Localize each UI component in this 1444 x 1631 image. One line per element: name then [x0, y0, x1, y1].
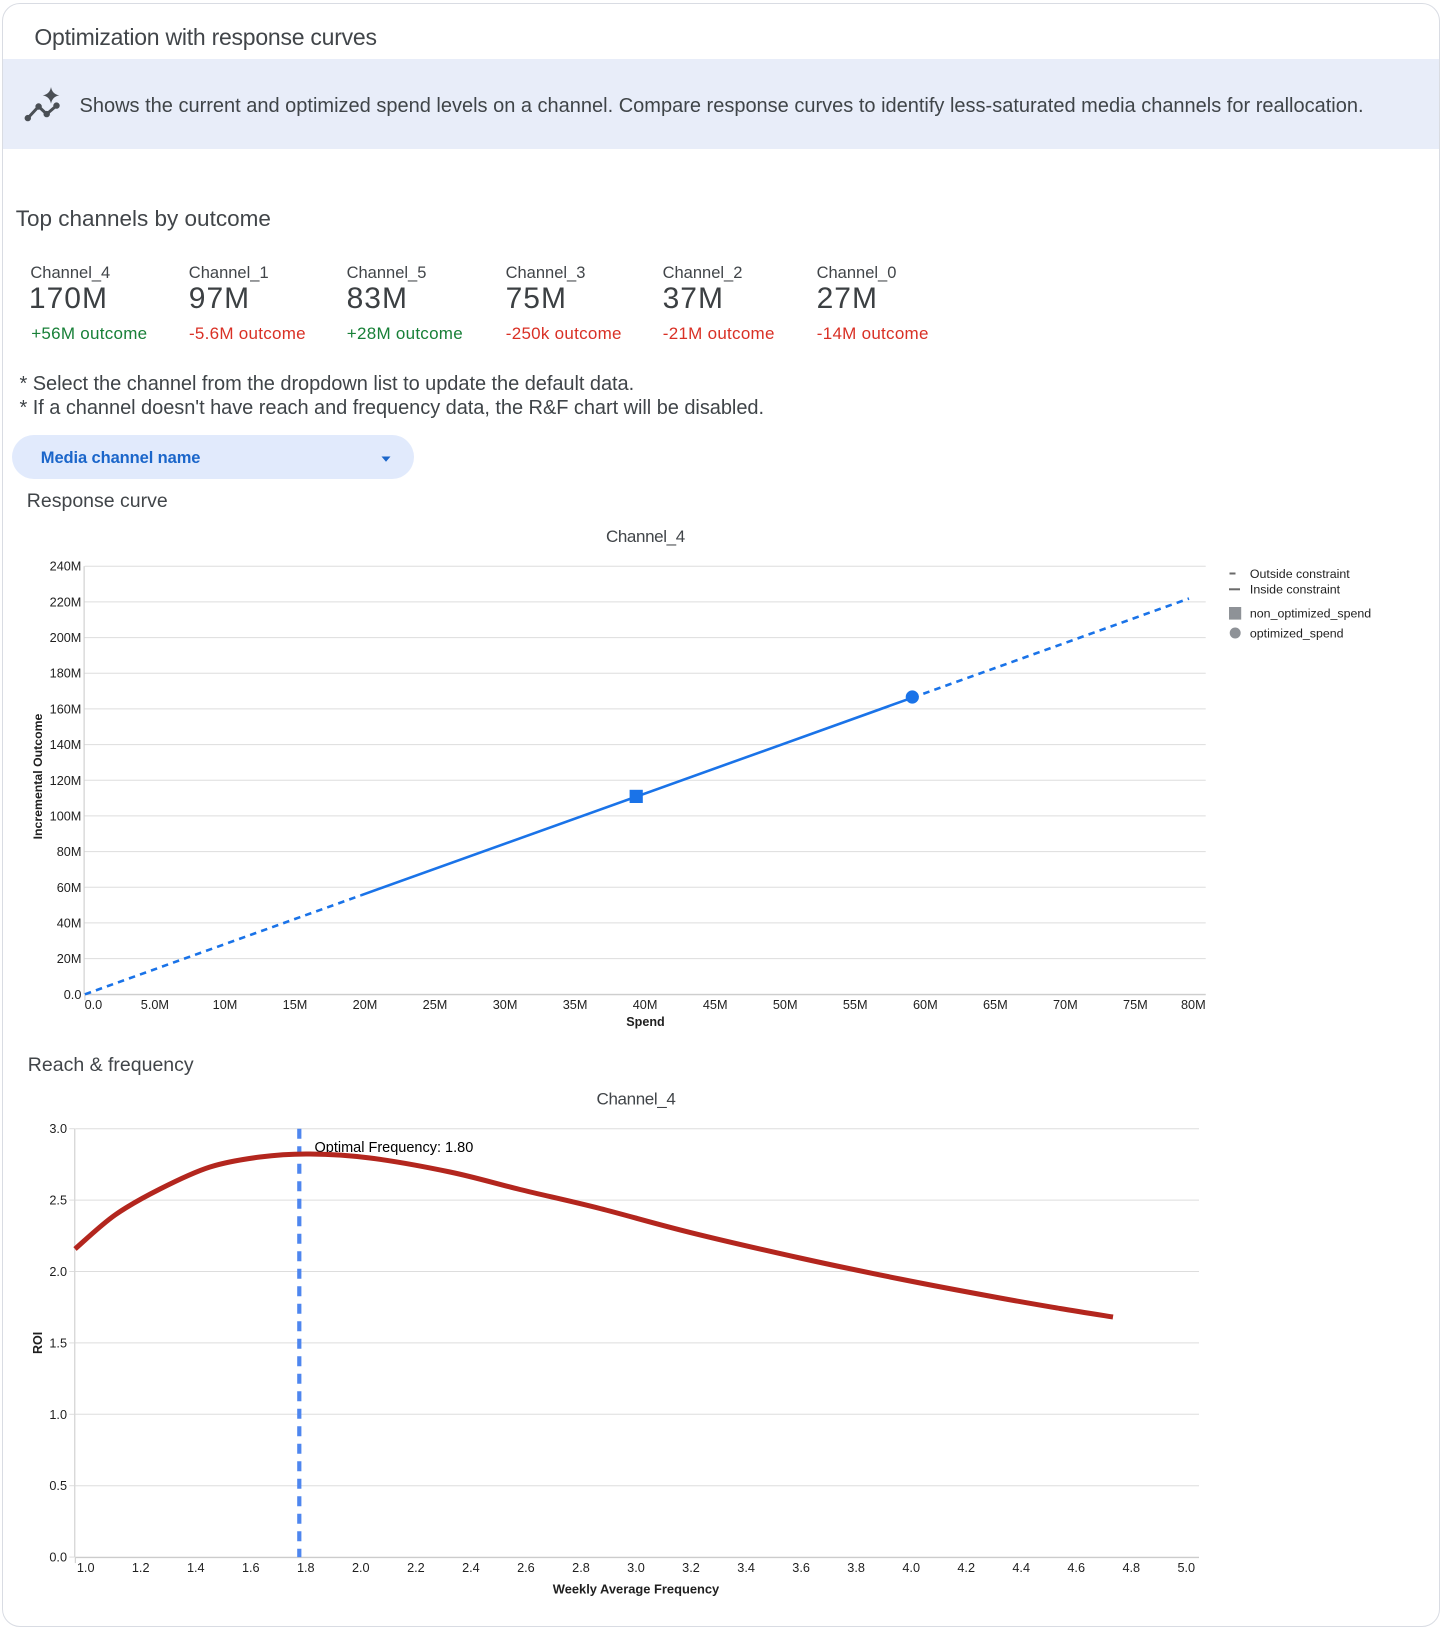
- svg-text:4.8: 4.8: [1122, 1561, 1140, 1575]
- svg-text:5.0: 5.0: [1177, 1561, 1195, 1575]
- svg-text:15M: 15M: [283, 998, 308, 1012]
- svg-text:25M: 25M: [423, 998, 448, 1012]
- svg-text:1.0: 1.0: [49, 1408, 67, 1422]
- svg-text:non_optimized_spend: non_optimized_spend: [1250, 607, 1371, 621]
- svg-text:Incremental Outcome: Incremental Outcome: [31, 713, 45, 839]
- svg-text:60M: 60M: [57, 881, 82, 895]
- svg-text:3.6: 3.6: [792, 1561, 810, 1575]
- svg-text:3.2: 3.2: [682, 1561, 700, 1575]
- svg-text:4.2: 4.2: [957, 1561, 975, 1575]
- svg-text:Inside constraint: Inside constraint: [1250, 583, 1341, 597]
- svg-text:4.4: 4.4: [1012, 1561, 1030, 1575]
- svg-text:50M: 50M: [773, 998, 798, 1012]
- svg-text:1.2: 1.2: [132, 1561, 150, 1575]
- svg-text:140M: 140M: [50, 738, 82, 752]
- svg-text:220M: 220M: [50, 595, 82, 609]
- svg-text:3.0: 3.0: [627, 1561, 645, 1575]
- svg-text:2.2: 2.2: [407, 1561, 425, 1575]
- svg-text:Channel_4: Channel_4: [606, 527, 685, 546]
- svg-text:0.0: 0.0: [85, 998, 103, 1012]
- svg-text:20M: 20M: [353, 998, 378, 1012]
- svg-text:1.0: 1.0: [77, 1561, 95, 1575]
- svg-text:70M: 70M: [1053, 998, 1078, 1012]
- svg-text:240M: 240M: [50, 560, 82, 574]
- svg-text:2.8: 2.8: [572, 1561, 590, 1575]
- svg-text:45M: 45M: [703, 998, 728, 1012]
- svg-text:Outside constraint: Outside constraint: [1250, 567, 1350, 581]
- svg-text:1.4: 1.4: [187, 1561, 205, 1575]
- svg-text:100M: 100M: [50, 809, 82, 823]
- svg-text:180M: 180M: [50, 667, 82, 681]
- svg-text:3.4: 3.4: [737, 1561, 755, 1575]
- svg-text:0.0: 0.0: [64, 988, 82, 1002]
- svg-text:2.6: 2.6: [517, 1561, 535, 1575]
- svg-text:75M: 75M: [1123, 998, 1148, 1012]
- svg-text:1.5: 1.5: [49, 1336, 67, 1350]
- svg-text:60M: 60M: [913, 998, 938, 1012]
- svg-text:10M: 10M: [213, 998, 238, 1012]
- svg-text:Weekly Average Frequency: Weekly Average Frequency: [553, 1582, 720, 1597]
- svg-text:0.5: 0.5: [49, 1479, 67, 1493]
- svg-text:2.5: 2.5: [49, 1194, 67, 1208]
- svg-text:0.0: 0.0: [49, 1551, 67, 1565]
- svg-text:1.6: 1.6: [242, 1561, 260, 1575]
- svg-text:4.6: 4.6: [1067, 1561, 1085, 1575]
- svg-text:optimized_spend: optimized_spend: [1250, 626, 1344, 640]
- svg-text:ROI: ROI: [31, 1332, 45, 1354]
- svg-text:4.0: 4.0: [902, 1561, 920, 1575]
- svg-text:120M: 120M: [50, 774, 82, 788]
- svg-text:Channel_4: Channel_4: [597, 1089, 676, 1108]
- svg-text:3.0: 3.0: [49, 1122, 67, 1136]
- svg-text:80M: 80M: [57, 845, 82, 859]
- svg-text:55M: 55M: [843, 998, 868, 1012]
- svg-text:20M: 20M: [57, 952, 82, 966]
- svg-text:2.4: 2.4: [462, 1561, 480, 1575]
- svg-text:3.8: 3.8: [847, 1561, 865, 1575]
- svg-text:40M: 40M: [633, 998, 658, 1012]
- svg-text:160M: 160M: [50, 702, 82, 716]
- svg-text:Optimal Frequency: 1.80: Optimal Frequency: 1.80: [315, 1140, 474, 1156]
- svg-text:Spend: Spend: [626, 1015, 664, 1029]
- svg-text:5.0M: 5.0M: [141, 998, 169, 1012]
- svg-text:200M: 200M: [50, 631, 82, 645]
- svg-text:1.8: 1.8: [297, 1561, 315, 1575]
- svg-text:2.0: 2.0: [352, 1561, 370, 1575]
- svg-text:40M: 40M: [57, 916, 82, 930]
- svg-text:30M: 30M: [493, 998, 518, 1012]
- svg-text:80M: 80M: [1181, 998, 1206, 1012]
- svg-text:35M: 35M: [563, 998, 588, 1012]
- svg-text:2.0: 2.0: [49, 1265, 67, 1279]
- svg-text:65M: 65M: [983, 998, 1008, 1012]
